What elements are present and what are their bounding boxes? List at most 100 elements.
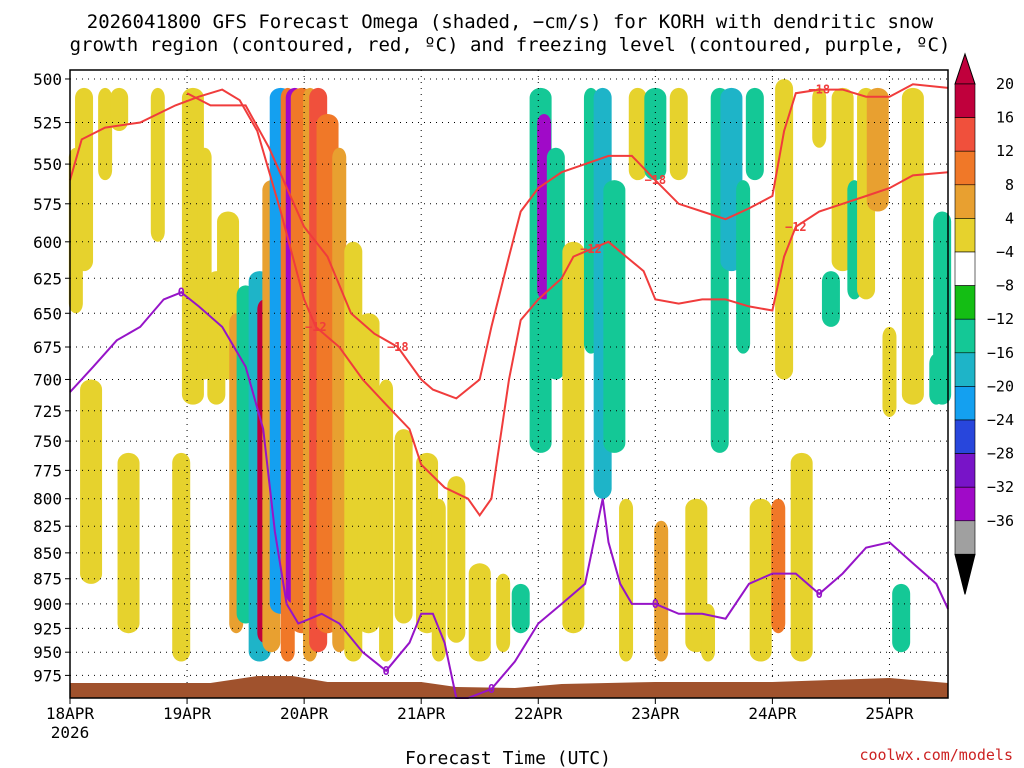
omega-streak [901, 87, 924, 405]
omega-streak [117, 452, 140, 634]
colorbar-label: −24 [987, 411, 1014, 429]
y-tick-label: 900 [33, 595, 62, 614]
colorbar-swatch [954, 150, 976, 186]
omega-streak [447, 476, 466, 643]
omega-streak [669, 87, 688, 181]
omega-streak [332, 147, 347, 653]
contour-layer: −12 −12 −12 −18 −18 −18 0 0 0 0 0 [69, 83, 949, 699]
dgz-contour-label: −12 [580, 242, 602, 256]
omega-streak [654, 520, 669, 662]
y-tick-label: 875 [33, 570, 62, 589]
dgz-contour-label: −18 [808, 83, 830, 97]
omega-streak [736, 180, 751, 354]
x-tick-label: 24APR [748, 704, 797, 723]
colorbar-swatch [954, 318, 976, 354]
omega-streak [98, 87, 113, 181]
chart-title: 2026041800 GFS Forecast Omega (shaded, −… [70, 11, 951, 56]
colorbar-label: 16 [996, 109, 1014, 127]
omega-streak [431, 498, 446, 662]
omega-streak [812, 87, 827, 148]
y-tick-label: 950 [33, 643, 62, 662]
x-tick-label: 23APR [631, 704, 680, 723]
colorbar-swatch [954, 218, 976, 253]
x-tick-label: 18APR [46, 704, 95, 723]
y-tick-label: 725 [33, 402, 62, 421]
omega-shading-layer [68, 78, 952, 662]
y-tick-label: 575 [33, 195, 62, 214]
omega-streak [790, 452, 813, 662]
colorbar-swatch [954, 251, 976, 286]
colorbar-top-arrow [954, 52, 976, 85]
x-tick-label: 25APR [865, 704, 914, 723]
dgz-contour-line [186, 83, 949, 400]
y-tick-label: 550 [33, 155, 62, 174]
omega-streak [745, 87, 764, 181]
omega-streak [379, 379, 394, 662]
omega-streak [821, 271, 840, 327]
freezing-level-label: 0 [382, 664, 389, 678]
freezing-level-label: 0 [488, 682, 495, 696]
colorbar-swatch [954, 486, 976, 522]
colorbar-swatch [954, 453, 976, 488]
dgz-contour-label: −12 [785, 220, 807, 234]
colorbar-label: −20 [987, 377, 1014, 395]
omega-streak [75, 87, 94, 272]
omega-streak [701, 603, 716, 662]
x-tick-label: 20APR [280, 704, 329, 723]
y-tick-label: 750 [33, 432, 62, 451]
colorbar-label: 8 [1005, 176, 1014, 194]
x-tick-label: 19APR [163, 704, 212, 723]
colorbar-label: −12 [987, 310, 1014, 328]
y-tick-label: 975 [33, 666, 62, 685]
omega-streak [496, 573, 511, 653]
colorbar-swatch [954, 184, 976, 219]
colorbar-label: −32 [987, 478, 1014, 496]
y-axis: 500 525 550 575 600 625 650 675 700 725 750 775 800 8… [33, 70, 70, 685]
plot-frame [69, 69, 949, 699]
omega-streak [628, 87, 647, 181]
terrain-band [70, 676, 948, 698]
omega-streak [172, 452, 191, 662]
y-tick-label: 525 [33, 114, 62, 133]
omega-streak [603, 180, 626, 453]
colorbar-label: −36 [987, 512, 1014, 530]
y-tick-label: 700 [33, 370, 62, 389]
omega-streak [749, 498, 772, 662]
colorbar-label: −8 [996, 277, 1014, 295]
colorbar-label: 12 [996, 142, 1014, 160]
y-tick-label: 600 [33, 233, 62, 252]
dgz-contour-label: −18 [644, 173, 666, 187]
y-tick-label: 775 [33, 461, 62, 480]
colorbar-swatch [954, 83, 976, 118]
omega-streak [933, 211, 952, 405]
colorbar-swatch [954, 386, 976, 421]
omega-streak [357, 313, 380, 634]
colorbar-label: −28 [987, 445, 1014, 463]
omega-streak [644, 87, 667, 181]
y-tick-label: 925 [33, 619, 62, 638]
dgz-contour-label: −18 [387, 340, 409, 354]
omega-streak [511, 583, 530, 634]
colorbar-bottom-arrow [954, 553, 976, 595]
credit-text: coolwx.com/models [859, 746, 1013, 764]
y-tick-label: 850 [33, 544, 62, 563]
x-axis-title: Forecast Time (UTC) [405, 748, 611, 768]
chart-title-line-1: 2026041800 GFS Forecast Omega (shaded, −… [87, 11, 934, 33]
colorbar-label: 4 [1005, 209, 1014, 227]
omega-streak [771, 498, 786, 634]
colorbar-label: −4 [996, 243, 1014, 261]
y-tick-label: 625 [33, 269, 62, 288]
terrain-surface [70, 676, 948, 698]
omega-streak [394, 429, 413, 624]
omega-streak [546, 147, 565, 380]
omega-streak [468, 563, 491, 662]
omega-streak [562, 241, 585, 634]
y-tick-label: 800 [33, 490, 62, 509]
dgz-contour-label: −12 [305, 320, 327, 334]
colorbar: 20 16 12 8 4 −4 −8 −12 −16 −20 −24 −28 −32 −36 [954, 52, 1014, 595]
y-tick-label: 675 [33, 338, 62, 357]
x-tick-label: 21APR [397, 704, 446, 723]
colorbar-swatch [954, 419, 976, 454]
